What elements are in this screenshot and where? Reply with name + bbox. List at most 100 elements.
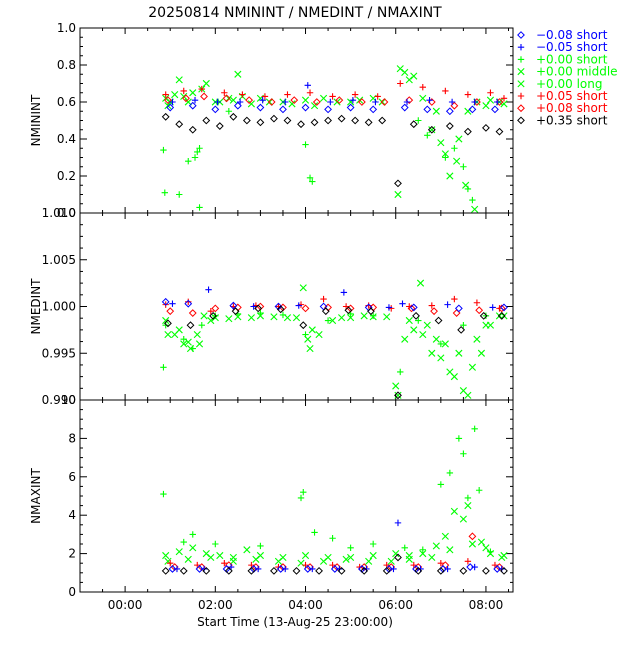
data-point xyxy=(283,116,292,125)
data-point xyxy=(428,126,436,134)
data-point xyxy=(441,150,449,158)
data-point xyxy=(221,560,228,567)
data-point xyxy=(270,313,278,321)
data-point xyxy=(189,89,197,97)
data-point xyxy=(193,330,201,339)
data-point xyxy=(477,538,486,546)
data-point xyxy=(211,105,220,114)
data-point xyxy=(309,178,316,185)
data-point xyxy=(168,565,177,573)
data-point xyxy=(410,326,418,334)
y-tick-label: 10 xyxy=(61,393,76,407)
x-tick-label: 00:00 xyxy=(108,598,143,612)
data-point xyxy=(424,132,431,139)
data-point xyxy=(302,561,309,569)
x-axis-label: Start Time (13-Aug-25 23:00:00) xyxy=(197,615,393,629)
data-point xyxy=(184,338,192,346)
data-point xyxy=(482,544,490,552)
y-tick-label: 0.2 xyxy=(57,169,76,183)
data-point xyxy=(491,105,499,114)
data-point xyxy=(188,309,197,317)
legend-symbol xyxy=(517,44,525,51)
data-point xyxy=(365,557,373,565)
data-point xyxy=(403,98,411,106)
data-point xyxy=(446,469,454,477)
data-point xyxy=(304,335,312,343)
data-point xyxy=(468,105,477,114)
data-point xyxy=(175,326,183,334)
data-point xyxy=(453,157,461,165)
legend-label: +0.08 short xyxy=(536,101,608,115)
data-point xyxy=(189,531,196,538)
y-tick-label: 0 xyxy=(68,585,76,599)
data-point xyxy=(419,330,427,339)
data-point xyxy=(432,107,440,115)
plot-frame xyxy=(79,399,514,593)
data-point xyxy=(312,98,321,106)
data-point xyxy=(221,89,228,96)
data-point xyxy=(275,563,282,571)
panel-nminint: 0.0 0.2 0.4 0.6 0.8 1.0 NMININT xyxy=(29,21,514,220)
panel-nmedint: 0.990 0.995 1.000 1.005 1.010 NMEDINT xyxy=(29,206,514,407)
data-point xyxy=(310,118,319,127)
data-point xyxy=(416,279,425,287)
data-point xyxy=(191,154,199,161)
data-point xyxy=(245,96,254,105)
data-point xyxy=(445,122,454,130)
data-point xyxy=(242,116,251,125)
data-point xyxy=(394,179,402,188)
data-point xyxy=(336,565,343,573)
data-point xyxy=(394,553,402,562)
data-point xyxy=(320,295,327,303)
data-point xyxy=(309,565,316,573)
data-point xyxy=(482,123,490,132)
data-point xyxy=(256,312,265,320)
data-point xyxy=(166,307,175,316)
data-point xyxy=(247,100,255,108)
data-point xyxy=(274,557,283,565)
data-point xyxy=(329,93,336,100)
data-point xyxy=(401,544,408,552)
data-point xyxy=(356,563,363,571)
data-point xyxy=(457,325,466,334)
legend-symbol xyxy=(517,56,525,63)
data-point xyxy=(365,302,372,309)
data-point xyxy=(164,319,172,328)
data-point xyxy=(306,344,314,353)
data-point xyxy=(419,550,427,558)
y-tick-label: 0.990 xyxy=(42,393,76,407)
data-point xyxy=(437,560,445,567)
data-point xyxy=(198,322,205,329)
data-point xyxy=(397,80,404,87)
data-point xyxy=(276,565,285,573)
data-point xyxy=(475,487,483,494)
data-point xyxy=(340,289,348,296)
y-tick-label: 0.8 xyxy=(57,58,76,72)
panel-nmaxint: 00:00 02:00 04:00 06:00 08:00 0 2 4 6 8 10 NMAXINT xyxy=(29,393,514,612)
data-point xyxy=(349,96,357,104)
data-point xyxy=(207,553,215,562)
data-point xyxy=(432,335,440,343)
data-point xyxy=(497,304,506,313)
data-point xyxy=(430,307,438,316)
data-points xyxy=(160,279,508,400)
y-tick-label: 1.0 xyxy=(57,21,76,35)
data-point xyxy=(337,566,346,575)
data-point xyxy=(167,560,174,567)
data-point xyxy=(225,315,233,323)
data-point xyxy=(446,368,454,376)
data-point xyxy=(387,557,395,565)
data-point xyxy=(186,344,195,353)
data-point xyxy=(227,563,235,571)
data-point xyxy=(162,94,170,102)
data-point xyxy=(161,297,170,306)
data-point xyxy=(468,532,477,541)
data-point xyxy=(300,488,307,496)
y-tick-label: 2 xyxy=(68,547,76,561)
data-point xyxy=(265,98,274,106)
data-point xyxy=(324,116,332,125)
data-point xyxy=(423,321,431,329)
data-point xyxy=(250,303,257,310)
data-point xyxy=(464,558,472,565)
